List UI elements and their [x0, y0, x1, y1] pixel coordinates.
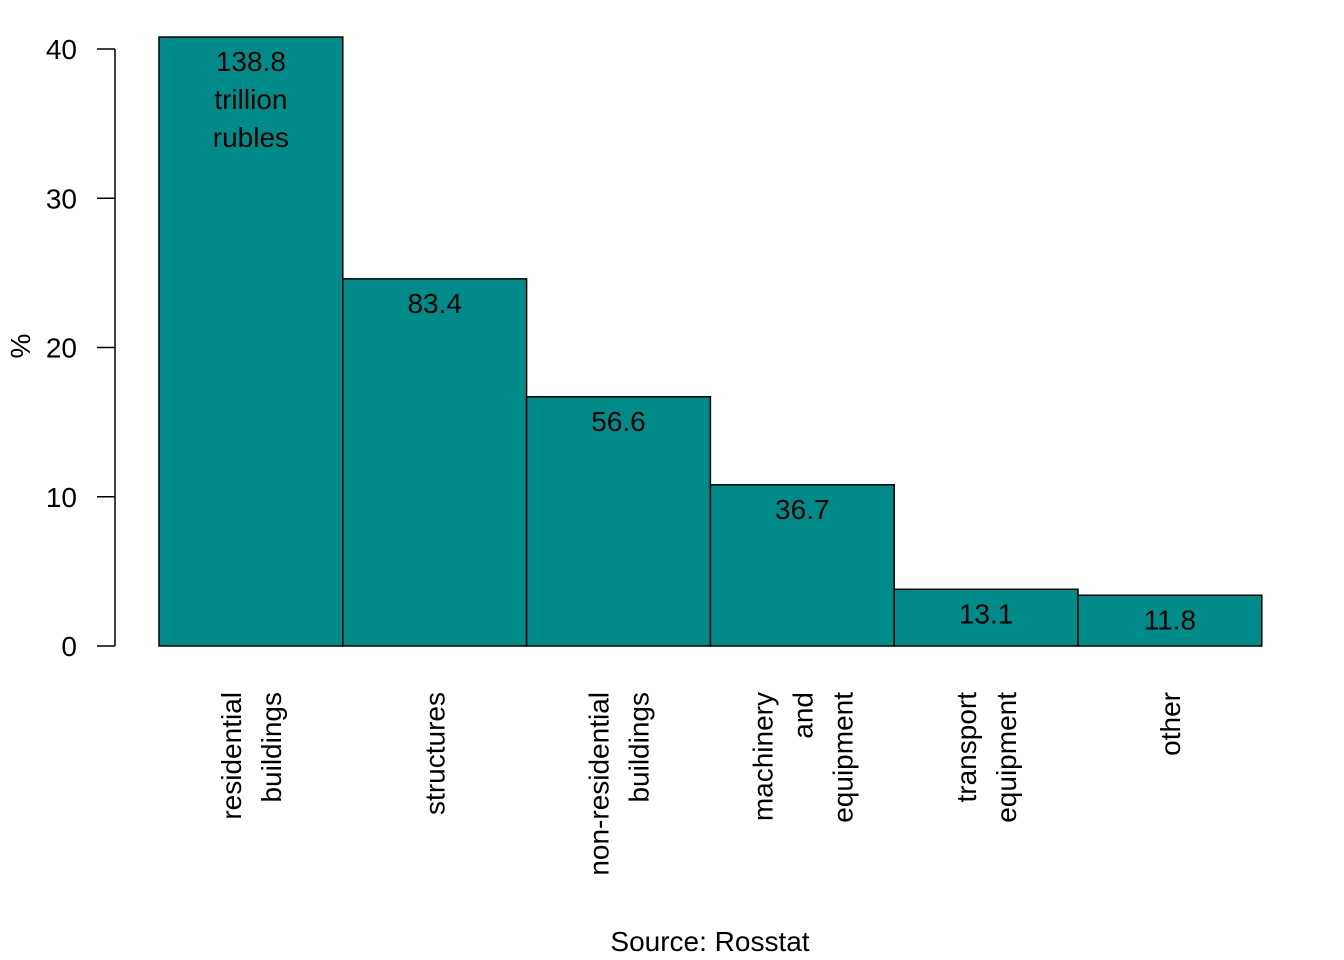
category-label: machinery and equipment	[747, 692, 858, 823]
bar-value-label: 36.7	[775, 494, 830, 525]
bar	[342, 278, 528, 647]
source-caption: Source: Rosstat	[610, 926, 809, 957]
bar	[158, 36, 344, 647]
bar	[893, 588, 1079, 647]
y-tick-label: 40	[46, 34, 77, 65]
bars	[158, 36, 1263, 647]
bar-value-label: 138.8 trillion rubles	[213, 46, 289, 153]
category-label: other	[1155, 692, 1186, 756]
category-label: structures	[420, 692, 451, 815]
y-tick-label: 20	[46, 333, 77, 364]
bar	[709, 484, 895, 647]
category-label: transport equipment	[951, 692, 1022, 823]
bar-value-label: 83.4	[407, 288, 462, 319]
y-tick-label: 0	[61, 631, 77, 662]
bar	[1077, 594, 1263, 647]
category-label: non-residential buildings	[584, 692, 655, 876]
category-labels: residential buildings structures non-reside…	[216, 692, 1186, 876]
y-tick-label: 10	[46, 482, 77, 513]
y-axis: 0 10 20 30 40	[46, 34, 116, 662]
y-axis-label: %	[5, 334, 36, 359]
bar-value-label: 13.1	[959, 598, 1014, 629]
bar-value-label: 11.8	[1144, 604, 1196, 635]
bar-value-labels: 138.8 trillion rubles 83.4 56.6 36.7 13.1 11.8	[213, 46, 1196, 635]
y-tick-label: 30	[46, 183, 77, 214]
bar-value-label: 56.6	[591, 406, 646, 437]
svg-text:other: other	[1155, 692, 1186, 756]
svg-text:structures: structures	[420, 692, 451, 815]
category-label: residential buildings	[216, 692, 287, 820]
